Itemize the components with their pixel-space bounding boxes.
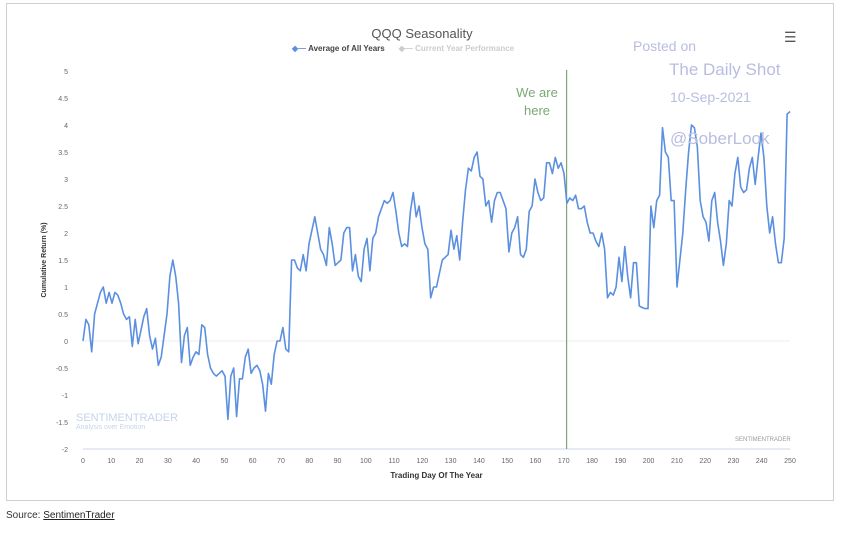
x-tick-label: 210 (671, 458, 683, 465)
x-tick-label: 30 (164, 458, 172, 465)
source-label: Source: (6, 510, 41, 521)
legend-marker-icon: ◆— (292, 44, 307, 53)
x-tick-label: 250 (784, 458, 796, 465)
x-tick-label: 220 (699, 458, 711, 465)
y-tick-label: 3.5 (58, 150, 68, 157)
watermark-posted-on: Posted on (633, 38, 697, 54)
x-tick-label: 160 (530, 458, 542, 465)
marker-label-line-1: We are (516, 85, 558, 100)
y-tick-label: 0 (64, 339, 68, 346)
x-tick-label: 0 (81, 458, 85, 465)
y-tick-label: 4.5 (58, 96, 68, 103)
y-tick-label: -0.5 (56, 366, 68, 373)
x-tick-label: 190 (614, 458, 626, 465)
source-link[interactable]: SentimenTrader (43, 510, 115, 521)
y-tick-label: 0.5 (58, 312, 68, 319)
x-axis-title: Trading Day Of The Year (390, 471, 482, 480)
x-tick-label: 10 (107, 458, 115, 465)
x-tick-label: 180 (586, 458, 598, 465)
y-tick-label: -1.5 (56, 420, 68, 427)
x-tick-label: 170 (558, 458, 570, 465)
marker-label: We are here (508, 84, 566, 120)
y-tick-label: 5 (64, 69, 68, 76)
hamburger-icon[interactable]: ☰ (784, 29, 797, 45)
watermark-date: 10-Sep-2021 (670, 89, 751, 105)
chart-title: QQQ Seasonality (371, 26, 473, 41)
x-tick-label: 60 (249, 458, 257, 465)
marker-label-line-2: here (523, 103, 551, 118)
watermark-daily-shot: The Daily Shot (669, 60, 781, 79)
y-tick-label: 2 (64, 231, 68, 238)
x-tick-label: 240 (756, 458, 768, 465)
y-tick-label: 3 (64, 177, 68, 184)
legend: ◆— Average of All Years ◆— Current Year … (292, 44, 514, 53)
chart-credit: SENTIMENTRADER (735, 437, 791, 443)
legend-label: Current Year Performance (415, 44, 515, 53)
y-tick-label: -2 (62, 447, 68, 454)
x-tick-label: 230 (728, 458, 740, 465)
logo-name: SENTIMENTRADER (76, 412, 179, 424)
legend-label: Average of All Years (308, 44, 385, 53)
x-tick-label: 130 (445, 458, 457, 465)
x-tick-label: 40 (192, 458, 200, 465)
y-tick-label: -1 (62, 393, 68, 400)
legend-item-average[interactable]: ◆— Average of All Years (292, 44, 385, 53)
source-line: Source: SentimenTrader (6, 510, 115, 521)
y-axis-title: Cumulative Return (%) (41, 222, 48, 297)
x-tick-label: 100 (360, 458, 372, 465)
chart-frame (6, 3, 834, 501)
series-line-average (82, 110, 791, 421)
y-tick-label: 2.5 (58, 204, 68, 211)
y-tick-label: 4 (64, 123, 68, 130)
watermark-handle: @SoberLook (670, 129, 770, 148)
x-tick-label: 110 (388, 458, 399, 465)
x-tick-label: 80 (305, 458, 313, 465)
legend-marker-icon: ◆— (398, 44, 413, 53)
x-tick-label: 50 (221, 458, 229, 465)
logo-tagline: Analysis over Emotion (76, 424, 146, 431)
legend-item-current-year[interactable]: ◆— Current Year Performance (399, 44, 514, 53)
x-tick-label: 70 (277, 458, 285, 465)
x-tick-label: 150 (501, 458, 513, 465)
x-tick-label: 200 (643, 458, 655, 465)
y-tick-label: 1.5 (58, 258, 68, 265)
sentimentrader-logo: SENTIMENTRADER Analysis over Emotion (76, 412, 178, 431)
x-tick-label: 20 (136, 458, 144, 465)
x-tick-label: 120 (417, 458, 429, 465)
x-tick-label: 140 (473, 458, 485, 465)
y-tick-label: 1 (64, 285, 68, 292)
x-tick-label: 90 (334, 458, 342, 465)
